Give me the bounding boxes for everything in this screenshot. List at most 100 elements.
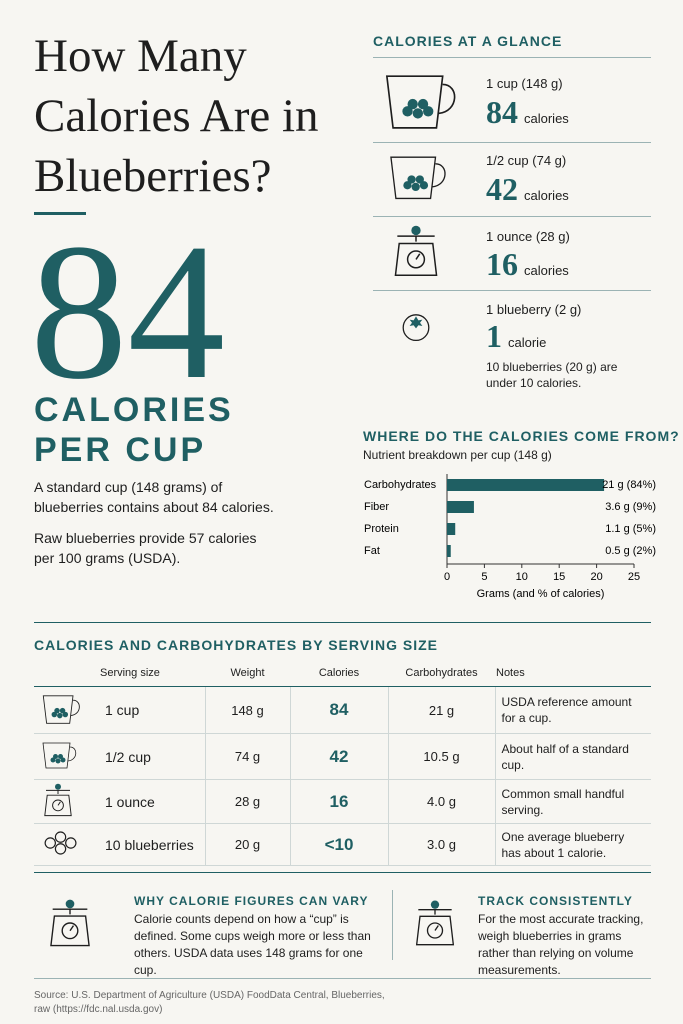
cell: Common small handful serving. (494, 779, 651, 824)
header-cell: Carbohydrates (388, 660, 495, 687)
serving: 1 ounce (28 g) (486, 229, 570, 244)
chart-subtitle: Nutrient breakdown per cup (148 g) (363, 448, 552, 462)
cell: 21 g (387, 686, 495, 734)
cell: 3.0 g (387, 823, 495, 866)
calorie-number: 42 (486, 171, 518, 207)
header-cell: Notes (495, 660, 651, 687)
calorie-unit: calories (524, 263, 569, 278)
category-label: Protein (364, 523, 399, 535)
icon (42, 694, 80, 724)
serving-table: Serving size Weight Calories Carbohydrates N… (34, 660, 651, 866)
cell: 4.0 g (387, 779, 495, 824)
header-cell: Calories (290, 660, 388, 687)
calorie-line: 1 calorie (486, 318, 546, 355)
calorie-line: 16 calories (486, 246, 569, 283)
icon-cell (34, 779, 99, 824)
header-cell: Weight (205, 660, 290, 687)
scale-icon (50, 898, 90, 947)
header-cell (34, 660, 99, 687)
cell: One average blueberry has about 1 calori… (494, 823, 651, 866)
calorie-unit: calorie (508, 335, 547, 350)
divider (373, 57, 651, 58)
scale-icon (44, 783, 72, 817)
calorie-number: 16 (486, 246, 518, 282)
value-label: 0.5 g (2%) (605, 545, 656, 557)
hero-number: 84 (30, 204, 225, 420)
divider (373, 290, 651, 291)
cell: 42 (289, 733, 388, 780)
icon (42, 742, 77, 769)
divider (373, 142, 651, 143)
icon (44, 783, 72, 817)
cell: About half of a standard cup. (494, 733, 651, 780)
source: Source: U.S. Department of Agriculture (… (34, 990, 385, 1015)
x-tick-label: 20 (590, 571, 602, 583)
cell: 1 cup (99, 686, 205, 734)
hero-text: A standard cup (148 grams) of blueberrie… (34, 479, 274, 515)
divider (392, 890, 393, 960)
divider (34, 622, 651, 623)
table-title: CALORIES AND CARBOHYDRATES BY SERVING SI… (34, 637, 438, 653)
cell: <10 (289, 823, 388, 866)
serving: 1 blueberry (2 g) (486, 302, 582, 317)
category-label: Carbohydrates (364, 479, 437, 491)
serving: 1/2 cup (74 g) (486, 153, 567, 168)
icon (386, 75, 456, 129)
note-title: WHY CALORIE FIGURES CAN VARY (134, 894, 369, 908)
cell: 1/2 cup (99, 733, 205, 780)
cell: 10 blueberries (99, 823, 205, 866)
cell: 148 g (204, 686, 290, 734)
category-label: Fat (364, 545, 380, 557)
x-tick-label: 5 (481, 571, 487, 583)
category-label: Fiber (364, 501, 389, 513)
bar (447, 545, 451, 557)
icon (50, 898, 90, 947)
bar (447, 479, 605, 491)
row: 10 blueberries 20 g <10 3.0 g One average bl… (34, 823, 651, 866)
hero-text: Raw blueberries provide 57 calories per … (34, 530, 257, 566)
x-tick-label: 10 (516, 571, 528, 583)
divider (373, 216, 651, 217)
cup-icon (386, 75, 456, 129)
title-rule (34, 212, 86, 215)
bar-chart: 0 5 10 15 20 25 Grams (and % of calories) Carbo… (364, 474, 656, 600)
calorie-line: 42 calories (486, 171, 569, 208)
header-cell: Serving size (99, 660, 205, 687)
value-label: 21 g (84%) (602, 479, 656, 491)
cell: 74 g (204, 733, 290, 780)
cup-icon (42, 694, 80, 724)
row: 1 ounce 28 g 16 4.0 g Common small handful s… (34, 779, 651, 824)
header-row: Serving size Weight Calories Carbohydrates N… (34, 660, 651, 687)
calorie-unit: calories (524, 188, 569, 203)
icon-cell (34, 733, 99, 780)
cell: 1 ounce (99, 779, 205, 824)
x-tick-label: 25 (628, 571, 640, 583)
row: 1/2 cup 74 g 42 10.5 g About half of a stand… (34, 733, 651, 780)
icon (402, 314, 430, 342)
cell: 84 (289, 686, 388, 734)
cell: 28 g (204, 779, 290, 824)
icon (390, 156, 446, 200)
berries-icon (44, 831, 77, 855)
cell: 10.5 g (387, 733, 495, 780)
bar (447, 501, 474, 513)
note-text: Calorie counts depend on how a “cup” is … (134, 912, 371, 977)
glance-note: 10 blueberries (20 g) are under 10 calor… (486, 360, 618, 390)
note-title: TRACK CONSISTENTLY (478, 894, 633, 908)
hero-label: CALORIES PER CUP (34, 391, 234, 469)
calorie-line: 84 calories (486, 94, 569, 131)
glance-title: CALORIES AT A GLANCE (373, 33, 563, 49)
serving: 1 cup (148 g) (486, 76, 563, 91)
calorie-unit: calories (524, 111, 569, 126)
icon (394, 225, 438, 277)
scale-icon (415, 899, 455, 946)
icon (415, 899, 455, 946)
value-label: 1.1 g (5%) (605, 523, 656, 535)
x-tick-label: 0 (444, 571, 450, 583)
page-title: How Many Calories Are in Blueberries? (34, 30, 319, 202)
icon-cell (34, 823, 99, 866)
calorie-number: 84 (486, 94, 518, 130)
cell: 20 g (204, 823, 290, 866)
x-axis-label: Grams (and % of calories) (477, 588, 605, 600)
note-text: For the most accurate tracking, weigh bl… (478, 912, 644, 977)
